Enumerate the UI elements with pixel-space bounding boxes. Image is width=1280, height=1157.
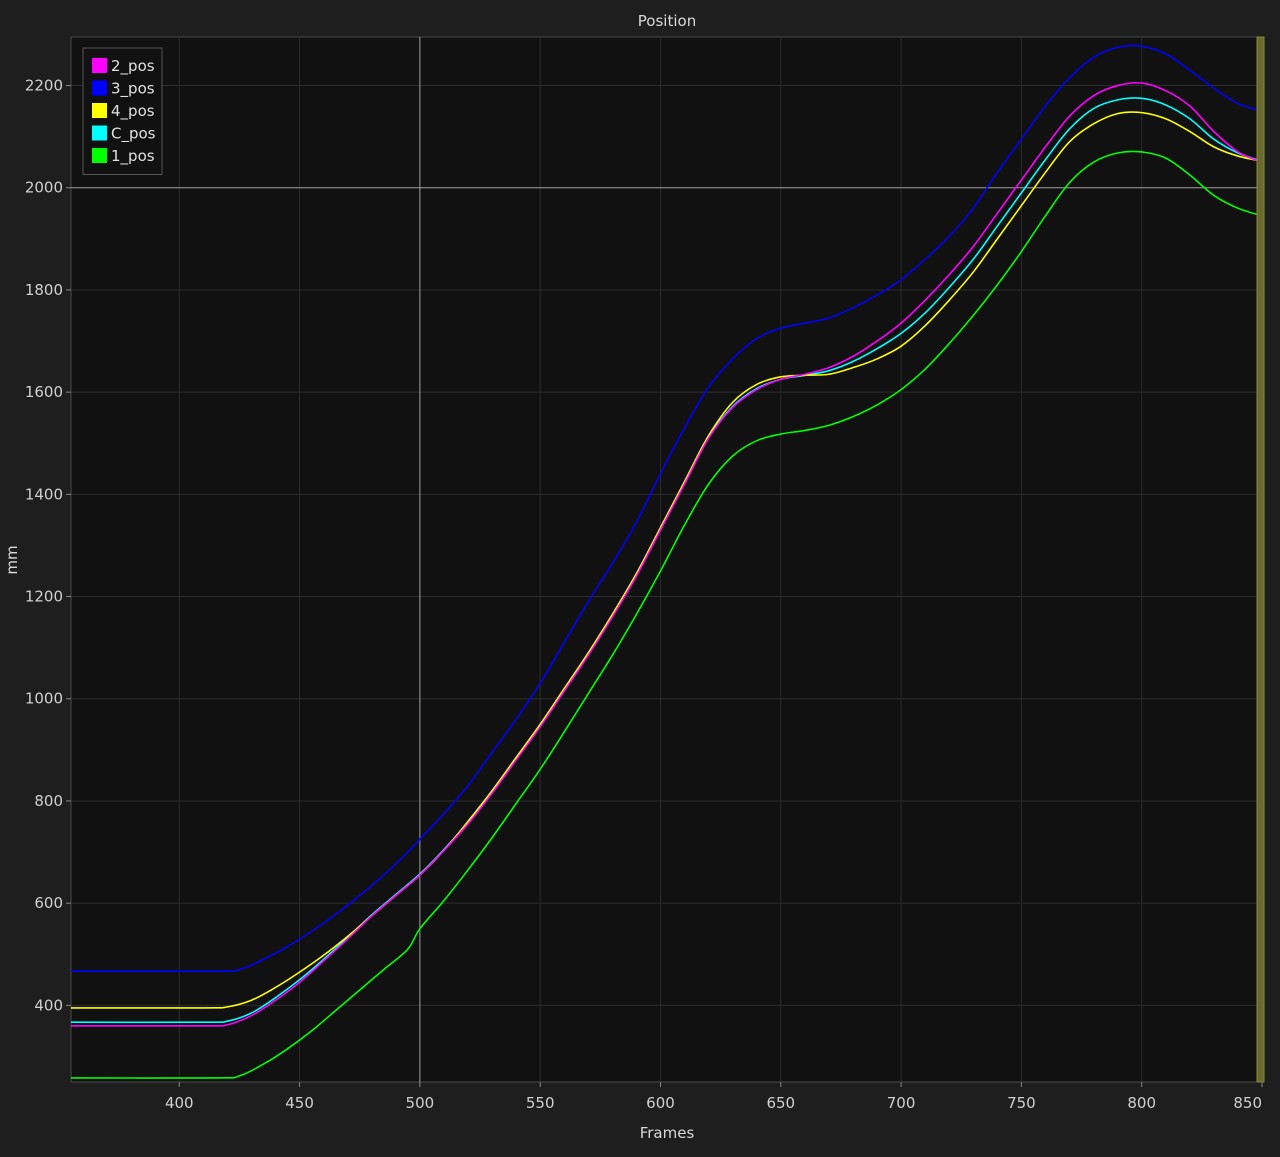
series-layer bbox=[71, 44, 1262, 1079]
x-axis-label: Frames bbox=[640, 1124, 695, 1142]
y-tick-label: 600 bbox=[34, 894, 63, 912]
y-tick-label: 1600 bbox=[25, 383, 63, 401]
series-line-1_pos bbox=[71, 150, 1262, 1079]
legend-label-2_pos: 2_pos bbox=[111, 57, 155, 76]
x-tick-label: 650 bbox=[766, 1094, 795, 1112]
y-tick-label: 2200 bbox=[25, 77, 63, 95]
x-tick-label: 800 bbox=[1127, 1094, 1156, 1112]
y-axis-label: mm bbox=[3, 545, 21, 574]
y-tick-label: 1200 bbox=[25, 588, 63, 606]
legend-label-3_pos: 3_pos bbox=[111, 80, 155, 99]
y-tick-label: 1400 bbox=[25, 485, 63, 503]
x-tick-label: 750 bbox=[1007, 1094, 1036, 1112]
x-tick-label: 550 bbox=[526, 1094, 555, 1112]
y-tick-label: 1000 bbox=[25, 690, 63, 708]
x-tick-label: 500 bbox=[406, 1094, 435, 1112]
x-tick-label: 450 bbox=[285, 1094, 314, 1112]
chart-title: Position bbox=[638, 12, 696, 30]
y-tick-label: 800 bbox=[34, 792, 63, 810]
legend-label-C_pos: C_pos bbox=[111, 125, 156, 144]
crosshair bbox=[71, 37, 1262, 1082]
legend-swatch-2_pos bbox=[92, 58, 107, 73]
legend-swatch-3_pos bbox=[92, 80, 107, 96]
y-tick-label: 400 bbox=[34, 996, 63, 1014]
series-line-3_pos bbox=[71, 44, 1262, 973]
legend-label-1_pos: 1_pos bbox=[111, 147, 155, 166]
series-line-4_pos bbox=[71, 111, 1262, 1009]
x-tick-label: 700 bbox=[887, 1094, 916, 1112]
y-tick-label: 1800 bbox=[25, 281, 63, 299]
series-line-2_pos bbox=[71, 81, 1262, 1027]
x-tick-label: 400 bbox=[165, 1094, 194, 1112]
x-tick-label: 600 bbox=[646, 1094, 675, 1112]
legend-label-4_pos: 4_pos bbox=[111, 102, 155, 121]
timeline-scrub-handle[interactable] bbox=[1256, 36, 1265, 1083]
y-tick-label: 2000 bbox=[25, 179, 63, 197]
x-tick-label: 850 bbox=[1233, 1094, 1262, 1112]
legend-swatch-C_pos bbox=[92, 125, 107, 141]
axis-layer: 400 450 500 550 600 650 700 750 800 850 400 600 800 1… bbox=[25, 77, 1263, 1112]
legend-swatch-1_pos bbox=[92, 148, 107, 163]
legend: 2_pos 3_pos 4_pos C_pos 1_pos bbox=[82, 47, 163, 175]
legend-swatch-4_pos bbox=[92, 103, 107, 118]
